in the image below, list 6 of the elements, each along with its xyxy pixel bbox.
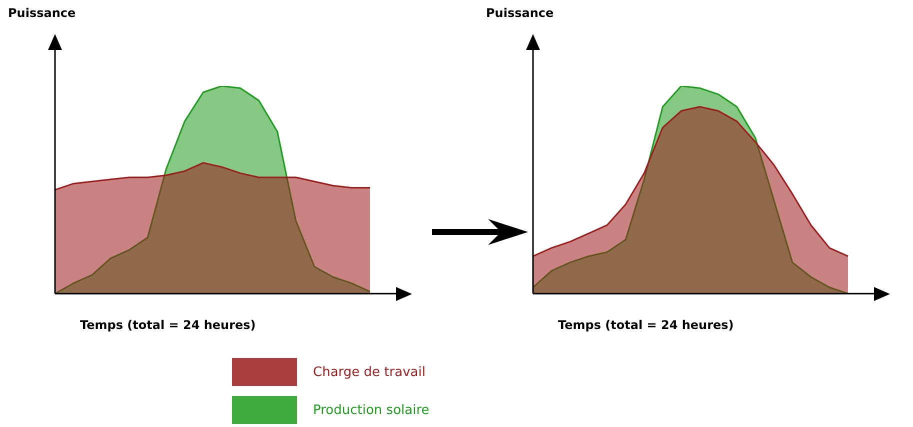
y-axis-title: Puissance: [486, 6, 554, 20]
legend-label: Production solaire: [313, 402, 430, 418]
y-axis-title: Puissance: [8, 6, 76, 20]
x-axis-title: Temps (total = 24 heures): [558, 318, 734, 332]
legend-label: Charge de travail: [313, 364, 426, 380]
x-axis-title: Temps (total = 24 heures): [80, 318, 256, 332]
